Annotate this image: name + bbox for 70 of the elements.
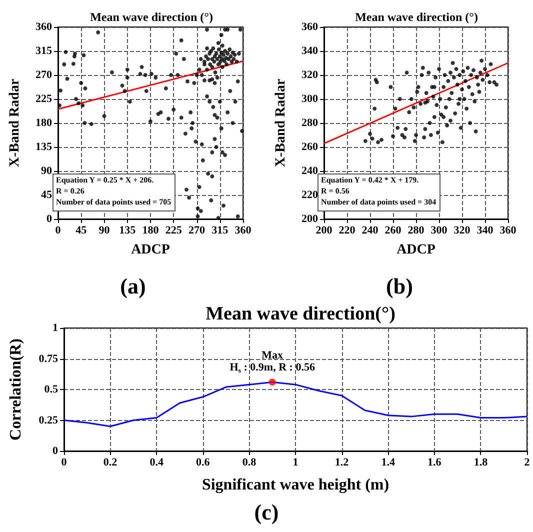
x-tick-label: 315	[212, 224, 229, 236]
x-axis-title: ADCP	[131, 242, 170, 258]
annotation: Number of data points used = 705	[56, 198, 172, 206]
x-tick-label: 360	[234, 224, 252, 236]
y-tick-label: 0	[46, 213, 52, 225]
x-tick-label: 0	[61, 456, 68, 468]
x-tick-label: 320	[454, 224, 471, 236]
x-tick-label: 1	[292, 456, 298, 468]
x-tick-label: 270	[188, 224, 206, 236]
x-tick-label: 2	[524, 456, 530, 468]
x-tick-label: 260	[384, 224, 402, 236]
text: (a)	[120, 274, 146, 298]
text: (c)	[254, 500, 279, 524]
x-tick-label: 180	[142, 224, 160, 236]
y-tick-label: 90	[41, 165, 52, 177]
x-tick-label: 240	[362, 224, 379, 236]
x-axis-title: ADCP	[396, 242, 436, 258]
chart-title: Mean wave direction (°)	[355, 10, 478, 24]
annotation: Equation Y = 0.25 * X + 206.	[56, 176, 154, 184]
y-tick-label: 45	[41, 189, 52, 201]
y-tick-label: 340	[302, 45, 318, 57]
y-axis-title: X-Band Radar	[274, 78, 288, 168]
x-tick-label: 0.6	[196, 456, 210, 468]
y-tick-label: 225	[36, 93, 52, 105]
x-tick-label: 300	[430, 224, 448, 236]
y-tick-label: 315	[36, 45, 52, 57]
y-tick-label: 260	[302, 141, 318, 153]
y-tick-label: 220	[302, 189, 318, 201]
x-tick-label: 225	[165, 224, 182, 236]
x-tick-label: 45	[76, 224, 88, 236]
x-tick-label: 1.4	[381, 456, 396, 468]
y-tick-label: 300	[302, 93, 318, 105]
x-tick-label: 0.8	[242, 456, 257, 468]
annotation: Equation Y = 0.42 * X + 179.	[321, 176, 419, 184]
annotation: Max	[262, 350, 284, 362]
chart-title: Mean wave direction(°)	[206, 304, 396, 324]
x-axis-title: Significant wave height (m)	[202, 476, 390, 494]
x-tick-label: 220	[338, 224, 356, 236]
x-tick-label: 1.8	[474, 456, 488, 468]
y-tick-label: 270	[36, 69, 52, 81]
chart-title: Mean wave direction (°)	[90, 10, 213, 24]
y-tick-label: 320	[302, 69, 318, 81]
y-tick-label: 0.5	[44, 384, 58, 396]
y-tick-label: 360	[302, 21, 318, 33]
y-axis-title: X-Band Radar	[8, 78, 22, 168]
y-tick-label: 360	[36, 21, 52, 33]
y-tick-label: 0.25	[38, 414, 58, 426]
y-tick-label: 200	[302, 213, 318, 225]
y-tick-label: 0	[52, 445, 58, 457]
y-tick-label: 180	[36, 117, 52, 129]
y-tick-label: 135	[36, 141, 52, 153]
x-tick-label: 90	[98, 224, 110, 236]
x-tick-label: 135	[119, 224, 136, 236]
annotation: R = 0.56	[321, 186, 350, 196]
x-tick-label: 0.4	[150, 456, 164, 468]
x-tick-label: 200	[316, 224, 333, 236]
x-tick-label: 1.6	[428, 456, 442, 468]
x-tick-label: 1.2	[334, 456, 350, 468]
y-tick-label: 240	[302, 165, 318, 177]
y-axis-title: Correlation(R)	[8, 338, 24, 440]
annotation: Number of data points used = 304	[321, 198, 436, 206]
y-tick-label: 0.75	[38, 352, 58, 365]
annotation: R = 0.26	[56, 186, 84, 196]
x-tick-label: 0.2	[103, 456, 118, 468]
x-tick-label: 340	[476, 224, 494, 236]
y-tick-label: 280	[302, 117, 318, 129]
x-tick-label: 360	[500, 224, 517, 236]
text: (b)	[386, 274, 413, 298]
y-tick-label: 1	[52, 322, 58, 334]
x-tick-label: 280	[408, 224, 425, 236]
